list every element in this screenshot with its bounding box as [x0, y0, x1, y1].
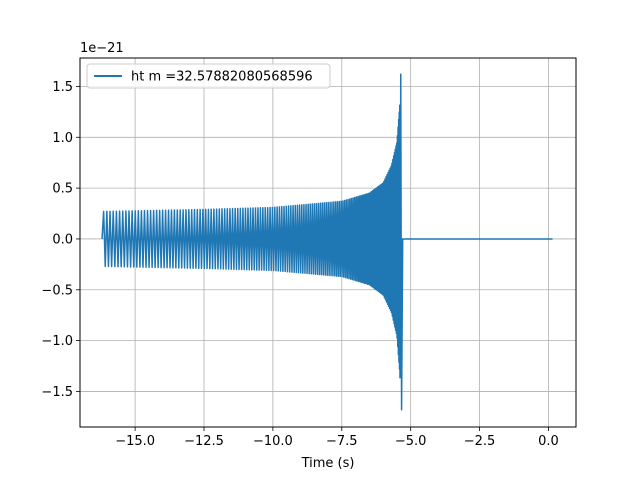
x-tick-label: −7.5: [326, 434, 358, 449]
x-tick-label: −15.0: [115, 434, 155, 449]
y-tick-label: 1.5: [52, 80, 73, 95]
y-tick-label: −1.5: [41, 385, 73, 400]
y-offset-label: 1e−21: [80, 41, 124, 56]
x-tick-label: −5.0: [395, 434, 427, 449]
y-tick-label: 0.5: [52, 182, 73, 197]
axes-frame: [79, 57, 577, 428]
y-tick-label: 1.0: [52, 131, 73, 146]
x-tick-label: 0.0: [538, 434, 559, 449]
legend-label: ht m =32.57882080568596: [131, 70, 313, 85]
series-line-group: [101, 73, 553, 411]
series-line: [101, 73, 553, 411]
y-tick-label: −1.0: [41, 334, 73, 349]
y-tick-label: −0.5: [41, 283, 73, 298]
legend: ht m =32.57882080568596: [86, 63, 331, 89]
x-tick-label: −12.5: [184, 434, 224, 449]
x-tick-label: −10.0: [253, 434, 293, 449]
y-tick-label: 0.0: [52, 232, 73, 247]
y-axis-ticks: −1.5 −1.0 −0.5 0.0 0.5 1.0 1.5: [41, 80, 80, 400]
x-axis-ticks: −15.0 −12.5 −10.0 −7.5 −5.0 −2.5 0.0: [115, 427, 559, 449]
legend-box: [86, 63, 331, 89]
x-tick-label: −2.5: [464, 434, 496, 449]
x-axis-label: Time (s): [301, 456, 355, 471]
